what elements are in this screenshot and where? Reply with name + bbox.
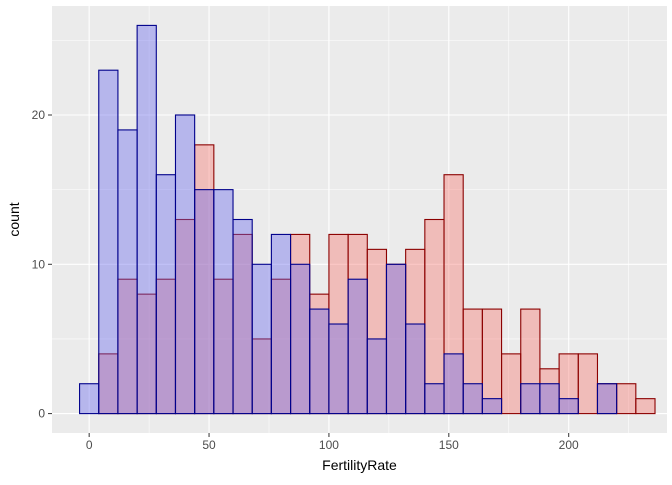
histogram-bar [539,383,560,415]
histogram-bar [309,308,330,415]
histogram-bar [251,263,272,415]
histogram-bar [596,383,618,415]
histogram-bar [290,263,311,415]
histogram-bar [405,323,426,415]
y-axis: 0 10 20 [32,108,52,421]
histogram-bar [616,383,637,415]
y-axis-title: count [6,202,22,236]
x-tick-label: 50 [202,438,216,452]
histogram-bar [213,189,234,415]
x-axis: 0 50 100 150 200 [86,433,579,452]
histogram-bar [481,398,503,415]
histogram-bar [481,308,503,415]
y-tick-label: 20 [32,108,46,122]
histogram-bar [155,174,177,415]
series-blue-bars [79,24,618,415]
histogram-bar [366,338,388,415]
histogram-bar [635,398,656,415]
histogram-bar [136,24,157,415]
histogram-bar [462,383,483,415]
minor-gridlines [52,6,667,433]
histogram-bar [232,218,253,415]
histogram-bar [424,383,445,415]
histogram-bar [98,69,119,415]
histogram-bar [347,278,368,415]
histogram-bar [270,233,292,415]
histogram-bar [194,189,215,415]
histogram-bar [328,323,349,415]
histogram-bar [501,353,522,415]
histogram-bar [520,383,541,415]
histogram-bar [79,383,100,415]
x-axis-title: FertilityRate [322,457,397,473]
y-tick-label: 10 [32,257,46,271]
histogram-bar [577,353,599,415]
plot-panel [52,6,667,433]
histogram-bar [443,353,464,415]
histogram-bar [117,129,138,415]
histogram-bar [558,398,579,415]
x-tick-label: 200 [559,438,579,452]
y-tick-label: 0 [38,407,45,421]
histogram-bar [385,263,407,415]
x-tick-label: 100 [319,438,339,452]
x-tick-label: 0 [86,438,93,452]
histogram-bar [174,114,196,415]
x-tick-label: 150 [439,438,459,452]
